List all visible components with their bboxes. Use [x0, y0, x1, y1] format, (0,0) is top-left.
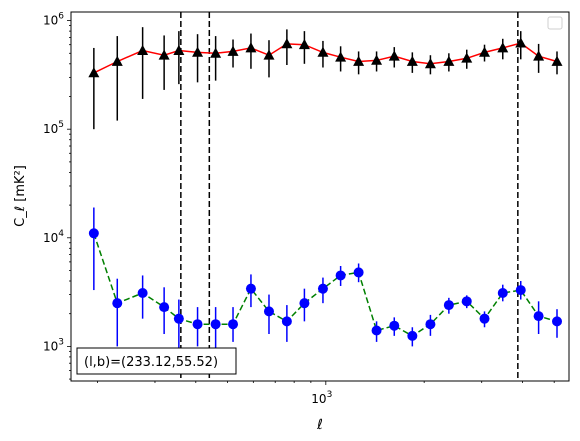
series-0-point	[515, 37, 527, 48]
y-tick-label: 106	[43, 12, 64, 28]
series-1-point	[552, 316, 563, 327]
series-0-point	[424, 58, 436, 69]
series-0-point	[406, 55, 418, 66]
series-0-point	[210, 47, 222, 58]
series-1-point	[299, 298, 310, 309]
series-1-point	[159, 302, 170, 313]
series-1-point	[425, 319, 436, 330]
legend-box	[547, 16, 563, 30]
series-1-point	[461, 296, 472, 307]
series-0-point	[497, 42, 509, 53]
series-0-point	[443, 55, 455, 66]
series-0-point	[263, 49, 275, 60]
series-0-point	[479, 46, 491, 57]
axes: 103 104 105 106 103	[43, 12, 555, 406]
series-1-point	[112, 298, 123, 309]
plot-frame	[70, 11, 570, 382]
series-0-point	[353, 55, 365, 66]
series-0-point	[88, 67, 100, 78]
series-0-point	[158, 49, 170, 60]
series-1-point	[137, 288, 148, 299]
series-1-point	[210, 319, 221, 330]
series-1-point	[389, 320, 400, 331]
series-1-point	[479, 313, 490, 324]
series-1-point	[533, 311, 544, 322]
annotation-box	[76, 347, 237, 375]
series-0-point	[111, 55, 123, 66]
series-0-point	[533, 50, 545, 61]
y-axis-label: C_ℓ [mK²]	[13, 165, 28, 227]
series-1-point	[407, 330, 418, 341]
series-0-point	[371, 54, 383, 65]
series-0-point	[137, 44, 149, 55]
series-0-point	[245, 42, 257, 53]
x-tick-label: 103	[311, 390, 332, 406]
y-tick-label: 105	[43, 120, 64, 136]
y-tick-label: 104	[43, 229, 64, 245]
series-1-point	[88, 228, 99, 239]
series-0-point	[317, 46, 329, 57]
series-1-point	[335, 270, 346, 281]
series-1-point	[497, 288, 508, 299]
plot-area	[88, 12, 563, 381]
series-1-point	[263, 306, 274, 317]
y-tick-label: 103	[43, 337, 64, 353]
series-1-point	[353, 267, 364, 278]
series-0-point	[551, 55, 563, 66]
series-0-point	[192, 46, 204, 57]
series-0-point	[335, 51, 347, 62]
series-1-point	[228, 319, 239, 330]
series-0-point	[281, 38, 293, 49]
annotation-text: (l,b)=(233.12,55.52)	[84, 355, 218, 370]
series-1-point	[245, 283, 256, 294]
series-0-point	[173, 44, 185, 55]
series-1-point	[281, 316, 292, 327]
series-0-point	[227, 45, 239, 56]
x-axis-label: ℓ	[316, 417, 323, 433]
series-1-point	[443, 300, 454, 311]
series-0-point	[388, 50, 400, 61]
series-0-point	[298, 38, 310, 50]
series-1-point	[192, 319, 203, 330]
series-1-point	[317, 283, 328, 294]
series-1-point	[371, 325, 382, 336]
series-1-point	[173, 313, 184, 324]
series-0-point	[461, 52, 473, 63]
series-1-point	[515, 285, 526, 296]
